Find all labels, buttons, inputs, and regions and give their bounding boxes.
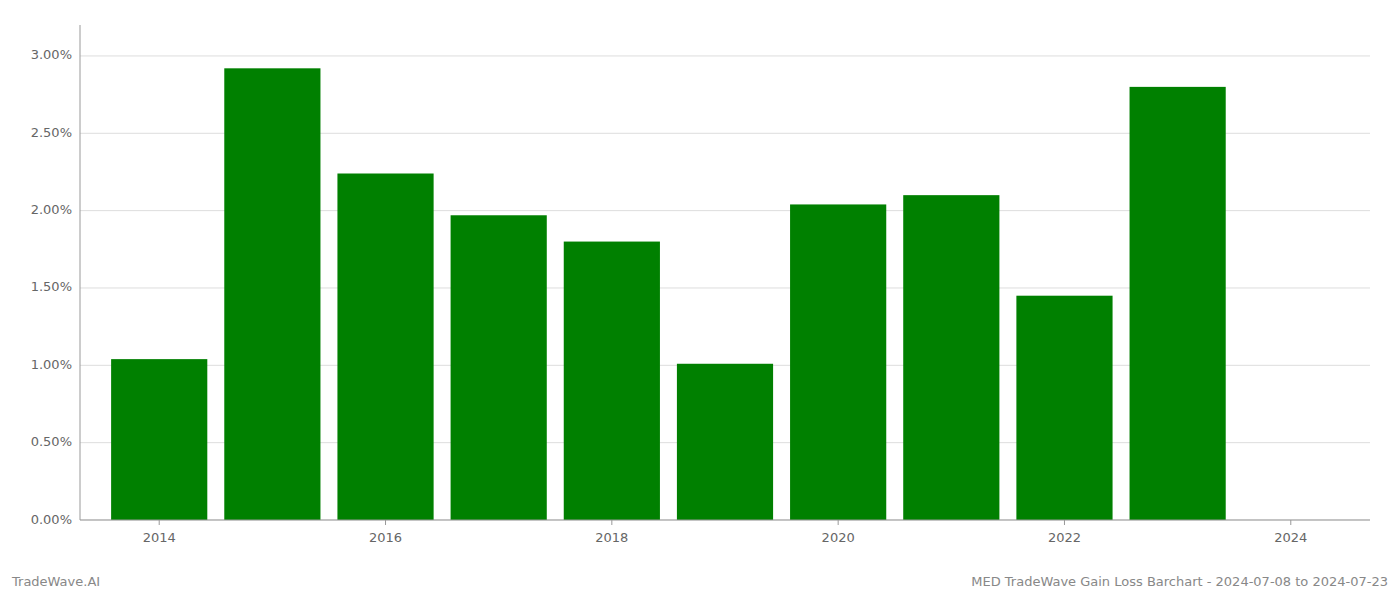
x-tick-mark bbox=[838, 520, 839, 525]
y-tick-labels: 0.00% 0.50% 1.00% 1.50% 2.00% 2.50% 3.00% bbox=[31, 47, 72, 526]
y-tick-label: 0.00% bbox=[31, 512, 72, 527]
x-tick-mark bbox=[611, 520, 612, 525]
x-tick-mark bbox=[385, 520, 386, 525]
x-tick-label: 2018 bbox=[595, 530, 628, 545]
chart-title: MED TradeWave Gain Loss Barchart - 2024-… bbox=[971, 574, 1388, 589]
y-tick-label: 2.50% bbox=[31, 125, 72, 140]
x-tick-mark bbox=[1290, 520, 1291, 525]
y-grid bbox=[80, 56, 1370, 520]
x-axis-line bbox=[80, 520, 1370, 521]
x-ticks: 2014 2016 2018 2020 2022 2024 bbox=[143, 520, 1308, 545]
y-tick-label: 1.00% bbox=[31, 357, 72, 372]
bar bbox=[903, 195, 999, 520]
grid-line bbox=[80, 55, 1370, 56]
y-tick-label: 2.00% bbox=[31, 202, 72, 217]
bars bbox=[111, 68, 1226, 520]
footer-annotation: TradeWave.AI bbox=[11, 574, 100, 589]
x-tick-label: 2014 bbox=[143, 530, 176, 545]
bar bbox=[337, 174, 433, 521]
x-tick-label: 2022 bbox=[1048, 530, 1081, 545]
bar bbox=[451, 215, 547, 520]
y-tick-label: 1.50% bbox=[31, 279, 72, 294]
y-tick-label: 0.50% bbox=[31, 434, 72, 449]
chart-container: 0.00%0.50%1.00%1.50%2.00%2.50%3.00%20142… bbox=[0, 0, 1400, 600]
grid-line bbox=[80, 520, 1370, 521]
bar bbox=[111, 359, 207, 520]
bar bbox=[564, 242, 660, 520]
x-tick-mark bbox=[159, 520, 160, 525]
x-tick-mark bbox=[1064, 520, 1065, 525]
x-tick-label: 2024 bbox=[1274, 530, 1307, 545]
bar bbox=[1016, 296, 1112, 520]
bar bbox=[677, 364, 773, 520]
y-axis-line bbox=[80, 25, 81, 520]
chart-svg: 0.00%0.50%1.00%1.50%2.00%2.50%3.00%20142… bbox=[0, 0, 1400, 600]
x-tick-label: 2020 bbox=[822, 530, 855, 545]
x-tick-label: 2016 bbox=[369, 530, 402, 545]
y-tick-label: 3.00% bbox=[31, 47, 72, 62]
bar bbox=[224, 68, 320, 520]
background bbox=[0, 0, 1400, 600]
bar bbox=[1130, 87, 1226, 520]
bar bbox=[790, 204, 886, 520]
